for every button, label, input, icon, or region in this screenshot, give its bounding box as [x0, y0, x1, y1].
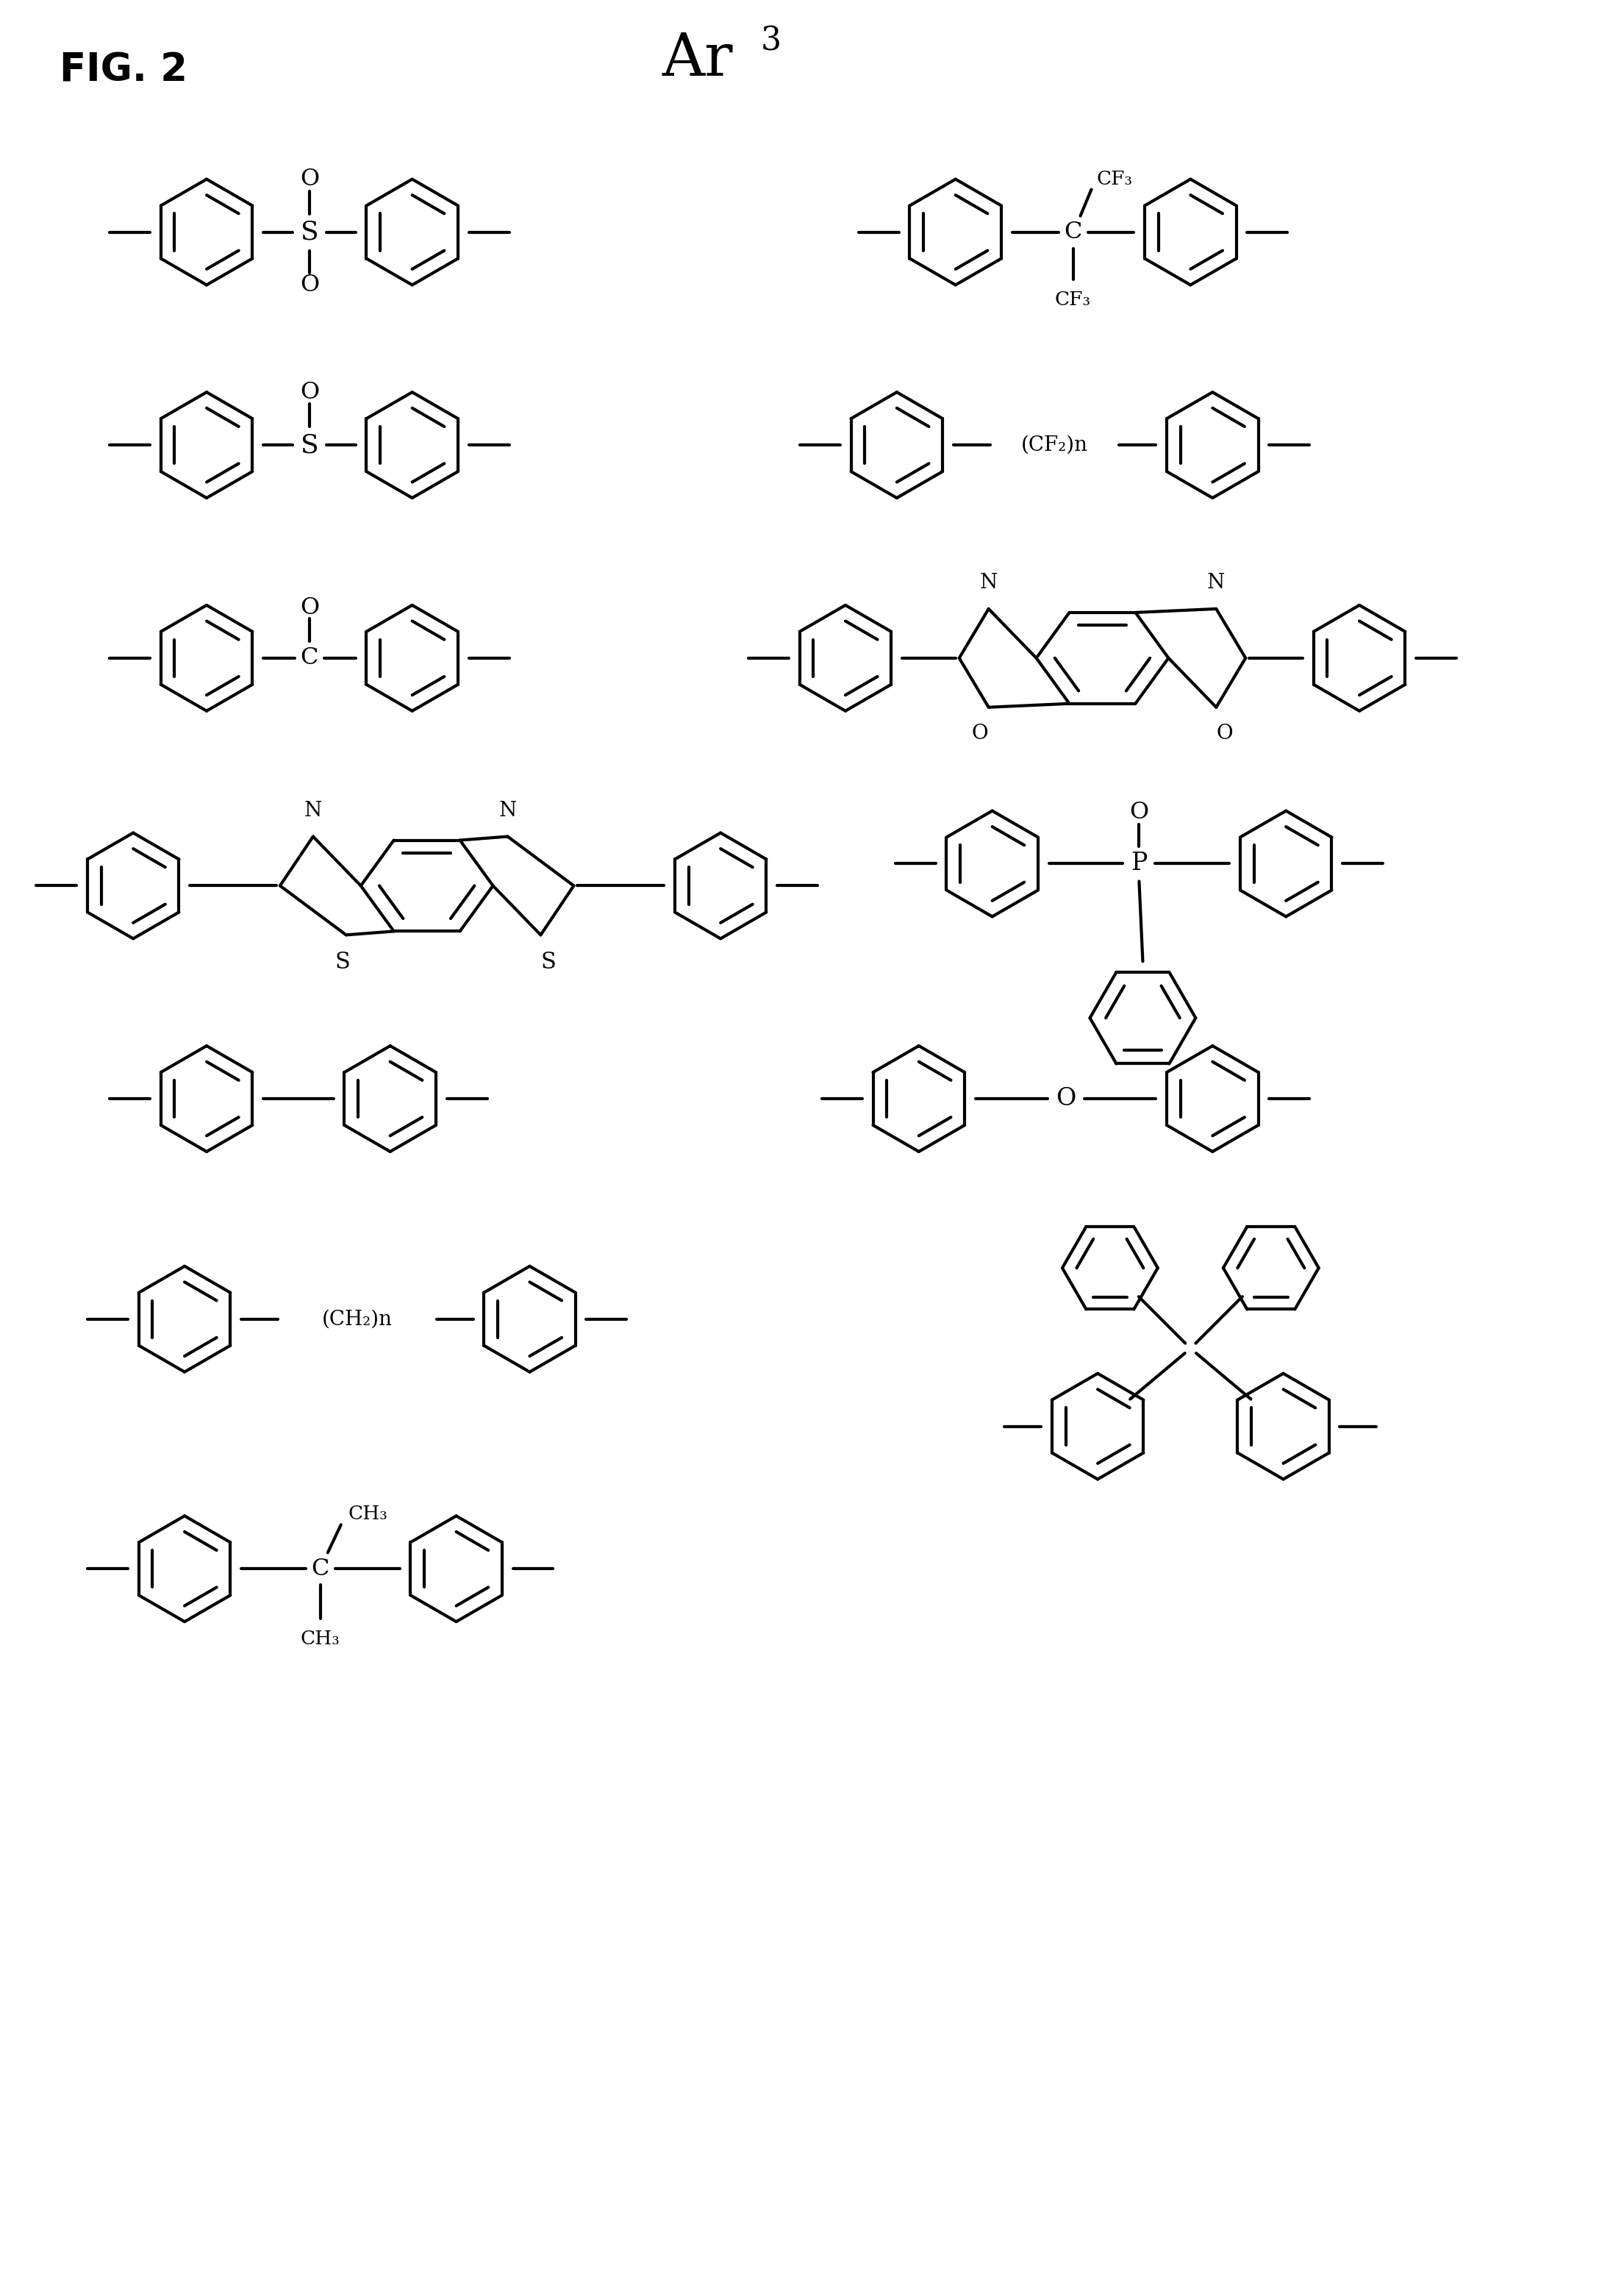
Text: C: C: [300, 646, 318, 669]
Text: (CH₂)n: (CH₂)n: [322, 1310, 393, 1328]
Text: O: O: [1056, 1088, 1075, 1111]
Text: CH₃: CH₃: [348, 1505, 388, 1523]
Text: O: O: [300, 273, 318, 295]
Text: N: N: [499, 801, 516, 820]
Text: O: O: [971, 724, 987, 744]
Text: S: S: [300, 433, 318, 458]
Text: P: P: [1130, 852, 1148, 875]
Text: C: C: [312, 1557, 330, 1580]
Text: N: N: [1207, 572, 1224, 593]
Text: 3: 3: [762, 25, 781, 57]
Text: Ar: Ar: [663, 30, 732, 87]
Text: C: C: [1064, 220, 1082, 243]
Text: CH₃: CH₃: [300, 1630, 339, 1649]
Text: (CF₂)n: (CF₂)n: [1021, 435, 1088, 456]
Text: N: N: [979, 572, 997, 593]
Text: CF₃: CF₃: [1056, 291, 1091, 309]
Text: FIG. 2: FIG. 2: [60, 50, 188, 89]
Text: O: O: [1216, 724, 1233, 744]
Text: O: O: [300, 167, 318, 190]
Text: O: O: [300, 598, 318, 621]
Text: S: S: [300, 220, 318, 245]
Text: S: S: [335, 950, 351, 973]
Text: S: S: [541, 950, 555, 973]
Text: CF₃: CF₃: [1096, 169, 1132, 188]
Text: O: O: [300, 380, 318, 403]
Text: N: N: [304, 801, 322, 820]
Text: O: O: [1130, 801, 1148, 824]
